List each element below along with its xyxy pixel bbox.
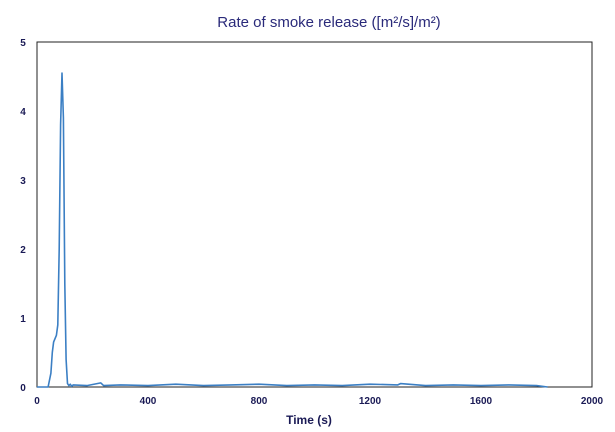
y-tick-label: 0	[20, 383, 26, 394]
x-tick-label: 2000	[581, 396, 604, 407]
plot-frame	[36, 41, 593, 388]
y-tick-label: 5	[20, 38, 26, 49]
y-tick-label: 1	[20, 314, 26, 325]
y-axis-ticks: 0 1 2 3 4 5	[20, 38, 26, 394]
chart-title: Rate of smoke release ([m²/s]/m²)	[217, 14, 440, 31]
y-tick-label: 4	[20, 107, 26, 118]
x-tick-label: 1200	[359, 396, 382, 407]
y-tick-label: 2	[20, 245, 26, 256]
x-tick-label: 400	[140, 396, 157, 407]
smoke-release-series-line	[37, 72, 548, 388]
x-tick-label: 0	[34, 396, 40, 407]
x-tick-label: 1600	[470, 396, 493, 407]
x-axis-ticks: 0 400 800 1200 1600 2000	[34, 396, 603, 407]
x-axis-label: Time (s)	[286, 413, 332, 427]
y-tick-label: 3	[20, 176, 26, 187]
x-tick-label: 800	[251, 396, 268, 407]
